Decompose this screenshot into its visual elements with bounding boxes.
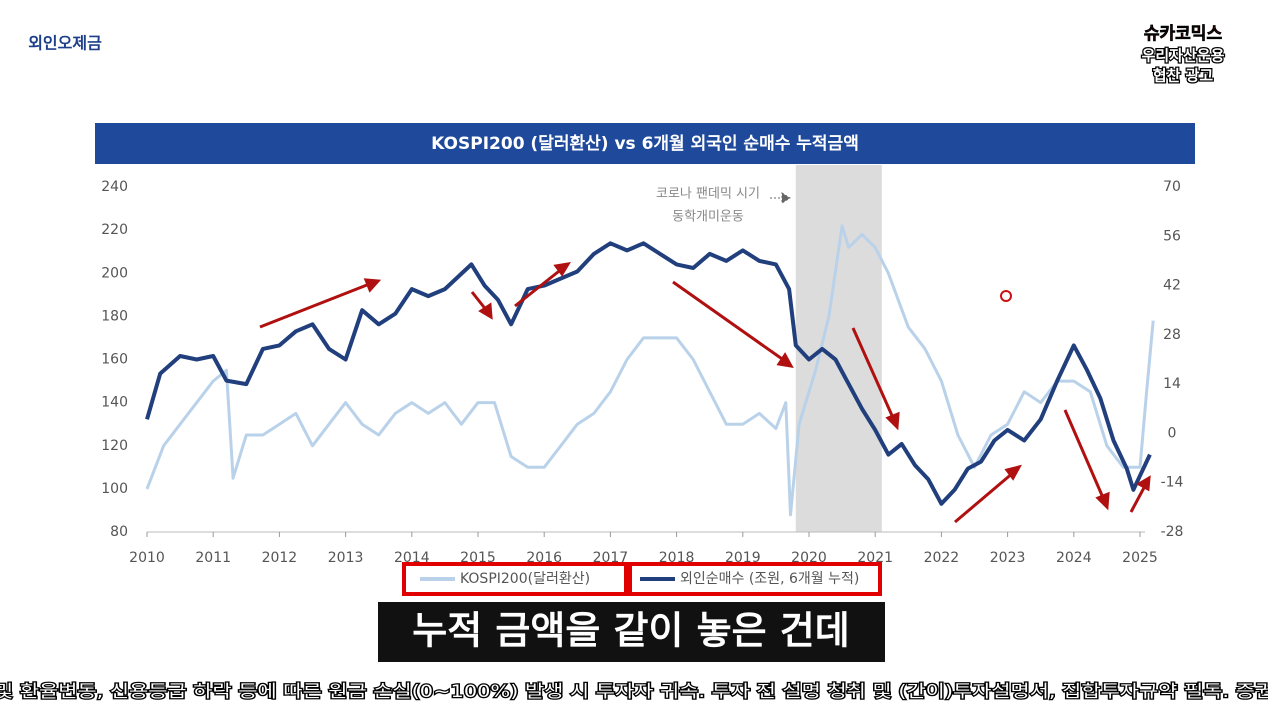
x-tick-label: 2022: [924, 550, 960, 566]
x-tick-label: 2025: [1122, 550, 1158, 566]
y-tick-label: 160: [101, 352, 128, 368]
y2-tick-label: -28: [1161, 524, 1184, 540]
sponsor-note: 협찬 광고: [1153, 67, 1214, 85]
y-tick-label: 140: [101, 395, 128, 411]
trend-arrows: [259, 261, 1151, 524]
y-tick-label: 200: [101, 265, 128, 281]
series-line: [145, 241, 1152, 506]
y2-tick-label: 56: [1163, 228, 1181, 244]
title-banner: [95, 123, 1195, 164]
legend: KOSPI200(달러환산) 외인순매수 (조원, 6개월 누적): [402, 562, 882, 596]
y-tick-label: 180: [101, 308, 128, 324]
chart-title: KOSPI200 (달러환산) vs 6개월 외국인 순매수 누적금액: [431, 133, 859, 154]
y2-tick-label: 14: [1163, 376, 1181, 392]
sponsor: 우리자산운용: [1142, 47, 1225, 65]
y2-tick-label: -14: [1161, 475, 1184, 491]
y2-tick-label: 42: [1163, 278, 1181, 294]
series-line: [145, 224, 1155, 517]
cursor-dot: [1000, 290, 1012, 302]
logo-left: 외인오제금: [28, 34, 102, 53]
x-tick-label: 2011: [195, 550, 231, 566]
y2-tick-label: 0: [1168, 425, 1177, 441]
y-tick-label: 220: [101, 222, 128, 238]
highlight-box: [402, 562, 628, 596]
annotation-arrow: [770, 192, 791, 204]
y2-tick-label: 28: [1163, 327, 1181, 343]
caption: 누적 금액을 같이 놓은 건데: [412, 609, 849, 653]
y2-tick-label: 70: [1163, 179, 1181, 195]
logo-brand: 슈카코믹스: [1144, 24, 1223, 44]
shaded-period: [795, 165, 882, 532]
x-tick-label: 2023: [990, 550, 1026, 566]
y-tick-label: 240: [101, 179, 128, 195]
annotation: 코로나 팬데믹 시기: [656, 187, 760, 202]
x-tick-label: 2024: [1056, 550, 1092, 566]
highlight-box: [628, 562, 882, 596]
annotation: 동학개미운동: [672, 210, 744, 225]
y-tick-label: 120: [101, 438, 128, 454]
plot: 80 100 120 140 160 180 200 220 240 -28 -14 0 14 28 42 5…: [101, 165, 1184, 566]
y-tick-label: 100: [101, 481, 128, 497]
x-tick-label: 2012: [262, 550, 298, 566]
x-tick-label: 2010: [129, 550, 165, 566]
caption-box: [378, 602, 885, 662]
legend-label: KOSPI200(달러환산): [460, 571, 590, 587]
y-tick-label: 80: [110, 524, 128, 540]
legend-label: 외인순매수 (조원, 6개월 누적): [680, 571, 859, 587]
disclaimer: 및 환율변동, 신용등급 하락 등에 따른 원금 손실(0~100%) 발생 시…: [0, 682, 1268, 702]
x-tick-label: 2013: [328, 550, 364, 566]
